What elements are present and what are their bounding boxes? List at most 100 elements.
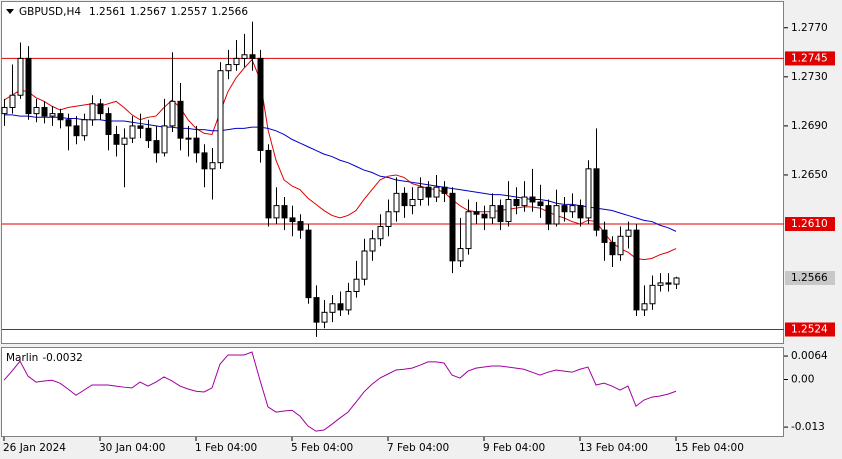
candle-body xyxy=(49,113,56,117)
candle-body xyxy=(465,211,472,250)
candle-body xyxy=(225,64,232,72)
level-label: 1.2524 xyxy=(791,324,828,336)
candle-body xyxy=(217,70,224,164)
candle-body xyxy=(257,57,264,151)
candle-body xyxy=(65,119,72,127)
candle-body xyxy=(521,196,528,207)
candle-body xyxy=(73,125,80,137)
indicator-tick-label: 0.0064 xyxy=(791,350,828,362)
candle-body xyxy=(193,137,200,154)
candle-body xyxy=(441,186,448,194)
candle-body xyxy=(345,290,352,311)
candle-body xyxy=(569,205,576,213)
candle-body xyxy=(57,113,64,121)
x-tick-label: 7 Feb 04:00 xyxy=(387,442,449,454)
candle-body xyxy=(321,311,328,323)
candle-body xyxy=(585,168,592,219)
candle-body xyxy=(121,137,128,145)
candle-body xyxy=(489,205,496,219)
candle-body xyxy=(601,229,608,243)
header-high: 1.2567 xyxy=(130,6,167,18)
candle-body xyxy=(241,54,248,59)
candle-body xyxy=(113,133,120,145)
candle-body xyxy=(633,229,640,311)
candle-body xyxy=(129,125,136,139)
candle-body xyxy=(545,205,552,225)
candle-body xyxy=(497,205,504,223)
candle-body xyxy=(425,186,432,198)
candle-body xyxy=(41,106,48,117)
price-label-box xyxy=(785,270,835,285)
candle-body xyxy=(161,125,168,154)
candle-body xyxy=(81,119,88,137)
candle-body xyxy=(33,106,40,115)
candle-body xyxy=(641,303,648,311)
header-low: 1.2557 xyxy=(171,6,208,18)
indicator-value: -0.0032 xyxy=(42,352,83,364)
candle-body xyxy=(201,152,208,170)
candle-body xyxy=(561,205,568,213)
indicator-pane xyxy=(1,347,784,437)
candle-body xyxy=(657,282,664,286)
candle-body xyxy=(369,238,376,252)
x-tick-label: 13 Feb 04:00 xyxy=(579,442,648,454)
candle-body xyxy=(9,94,16,108)
x-tick-label: 1 Feb 04:00 xyxy=(195,442,257,454)
indicator-line xyxy=(3,351,677,432)
candle-body xyxy=(297,221,304,231)
indicator-header: Marlin -0.0032 xyxy=(6,352,83,364)
candle-body xyxy=(281,205,288,219)
y-tick-label: 1.2690 xyxy=(791,120,828,132)
candle-body xyxy=(145,127,152,142)
candle-body xyxy=(305,229,312,299)
candle-body xyxy=(153,140,160,154)
level-label: 1.2745 xyxy=(791,52,828,64)
x-tick-label: 15 Feb 04:00 xyxy=(675,442,744,454)
main-pane xyxy=(1,1,784,344)
candle-body xyxy=(553,205,560,225)
candle-body xyxy=(337,303,344,311)
candle-body xyxy=(89,103,96,121)
x-tick-label: 9 Feb 04:00 xyxy=(483,442,545,454)
candle-body xyxy=(233,57,240,66)
candle-body xyxy=(457,248,464,262)
candle-body xyxy=(409,198,416,207)
candle-body xyxy=(537,201,544,207)
candle-body xyxy=(177,100,184,139)
candle-body xyxy=(505,198,512,223)
candle-body xyxy=(673,277,680,285)
candle-body xyxy=(97,103,104,115)
candle-body xyxy=(665,282,672,285)
candle-body xyxy=(273,205,280,219)
candle-body xyxy=(17,57,24,96)
header-open: 1.2561 xyxy=(89,6,126,18)
candle-body xyxy=(649,284,656,305)
x-tick-label: 26 Jan 2024 xyxy=(3,442,66,454)
symbol: GBPUSD,H4 xyxy=(19,6,81,18)
x-tick-label: 5 Feb 04:00 xyxy=(291,442,353,454)
candle-body xyxy=(433,186,440,198)
candle-body xyxy=(265,149,272,219)
price-label: 1.2566 xyxy=(791,272,828,284)
indicator-name: Marlin xyxy=(6,352,38,364)
candle-body xyxy=(577,205,584,219)
candle-body xyxy=(329,303,336,313)
level-label-box xyxy=(785,217,835,232)
candle-body xyxy=(417,186,424,200)
candle-body xyxy=(473,211,480,215)
candle-body xyxy=(353,278,360,292)
header-close: 1.2566 xyxy=(211,6,248,18)
y-tick-label: 1.2650 xyxy=(791,169,828,181)
candle-body xyxy=(1,106,8,115)
candle-body xyxy=(393,192,400,213)
chart-header: GBPUSD,H4 1.2561 1.2567 1.2557 1.2566 xyxy=(19,6,248,18)
candle-body xyxy=(105,113,112,135)
level-label: 1.2610 xyxy=(791,218,828,230)
indicator-tick-label: 0.00 xyxy=(791,373,814,385)
candle-body xyxy=(377,225,384,240)
indicator-tick-label: -0.013 xyxy=(791,421,825,433)
candle-body xyxy=(249,54,256,59)
menu-triangle xyxy=(6,9,14,14)
